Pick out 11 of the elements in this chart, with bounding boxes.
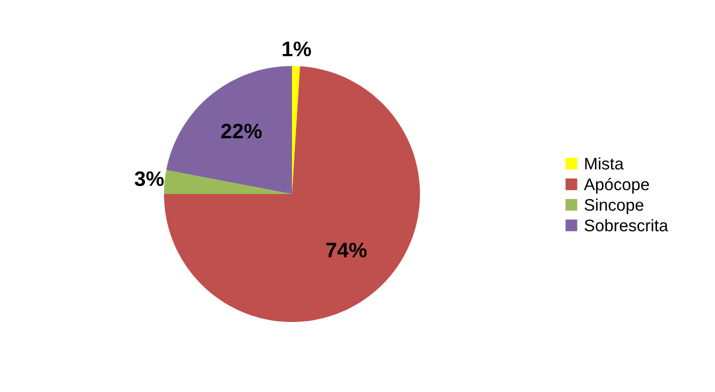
data-label: 22% xyxy=(221,124,262,138)
data-label: 3% xyxy=(134,171,164,186)
legend-label: Sincope xyxy=(584,198,644,214)
data-label: 74% xyxy=(326,242,367,258)
legend-label: Mista xyxy=(585,157,624,170)
pie-slice xyxy=(164,170,292,194)
pie-slice xyxy=(166,66,292,194)
data-label: 1% xyxy=(282,42,312,56)
legend-label: Apócope xyxy=(584,178,649,194)
pie-slice xyxy=(164,66,420,322)
legend-label: Sobrescrita xyxy=(584,219,668,232)
